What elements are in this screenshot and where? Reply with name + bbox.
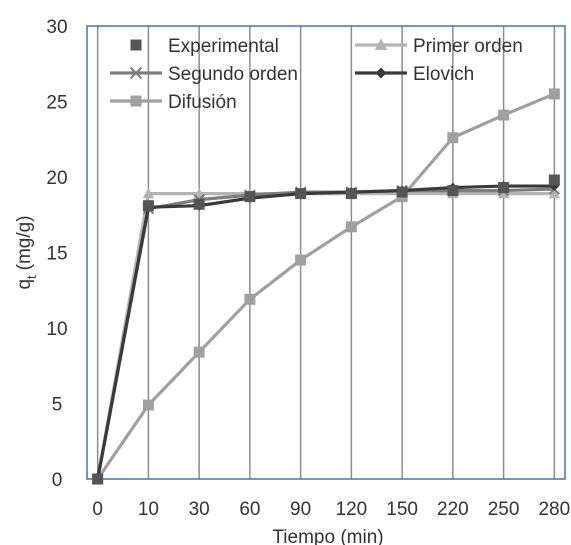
y-tick-label: 25: [46, 93, 67, 114]
x-tick-label: 120: [336, 499, 368, 520]
x-tick-label: 30: [189, 499, 210, 520]
x-axis-title: Tiempo (min): [272, 527, 383, 545]
series-line-elovich: [96, 184, 555, 480]
y-tick-label: 0: [52, 470, 63, 491]
legend-entry-primer-orden: Primer orden: [355, 36, 523, 57]
point-difusi-n-60: [244, 293, 256, 305]
x-tick-label: 10: [138, 499, 159, 520]
point-experimental-30: [193, 198, 205, 210]
legend-entry-segundo-orden: Segundo orden: [110, 64, 298, 85]
y-tick-label: 20: [46, 168, 67, 189]
point-difusi-n-250: [498, 109, 510, 121]
x-tick-label: 250: [488, 499, 520, 520]
point-experimental-250: [498, 182, 510, 194]
y-tick-labels: 0 5 10 15 20 25 30: [46, 17, 67, 491]
gridlines: [96, 26, 556, 479]
x-tick-label: 60: [239, 499, 260, 520]
y-axis-title-unit: (mg/g): [14, 215, 35, 270]
series-layer: [91, 88, 561, 485]
point-difusi-n-120: [345, 221, 357, 233]
legend-swatch-marker: [130, 95, 142, 107]
point-difusi-n-10: [142, 399, 154, 411]
point-experimental-150: [396, 186, 408, 198]
point-experimental-10: [142, 200, 154, 212]
point-primer-orden-280: [548, 187, 561, 199]
y-axis-title-main: q: [14, 279, 35, 290]
y-tick-label: 10: [46, 319, 67, 340]
legend-label: Difusión: [168, 92, 237, 113]
point-experimental-0: [92, 473, 104, 485]
legend-swatch-marker: [129, 66, 143, 80]
point-experimental-60: [244, 191, 256, 203]
legend-entry-experimental: Experimental: [130, 36, 279, 57]
legend-label: Segundo orden: [168, 64, 298, 85]
y-tick-label: 30: [46, 17, 67, 38]
legend-swatch-marker: [375, 67, 387, 79]
x-tick-labels: 0 10 30 60 90 120 150 220 250 280: [92, 499, 570, 520]
legend-label: Experimental: [168, 36, 279, 57]
legend-entry-elovich: Elovich: [355, 64, 474, 85]
point-difusi-n-280: [548, 88, 560, 100]
legend-label: Elovich: [413, 64, 474, 85]
y-tick-label: 5: [52, 395, 63, 416]
plot-area-border: [86, 25, 566, 480]
series-line-difusi-n: [96, 92, 555, 480]
series-experimental: [92, 174, 560, 485]
point-experimental-120: [345, 188, 357, 200]
y-axis-title: qt (mg/g): [14, 215, 39, 289]
x-tick-label: 280: [538, 499, 570, 520]
legend-swatch-marker: [374, 38, 388, 51]
point-difusi-n-220: [447, 132, 459, 144]
legend-label: Primer orden: [413, 36, 523, 57]
x-tick-label: 90: [290, 499, 311, 520]
legend-swatch-marker: [130, 39, 142, 51]
point-difusi-n-30: [193, 346, 205, 358]
y-axis-title-subscript: t: [24, 275, 39, 279]
legend: Experimental Primer orden Segundo orden Elo…: [110, 36, 523, 113]
y-tick-label: 15: [46, 244, 67, 265]
x-tick-label: 220: [437, 499, 469, 520]
point-primer-orden-10: [142, 187, 155, 199]
point-experimental-280: [548, 174, 560, 186]
point-experimental-220: [447, 185, 459, 197]
x-tick-label: 0: [92, 499, 103, 520]
point-experimental-90: [295, 188, 307, 200]
legend-entry-difusi-n: Difusión: [110, 92, 237, 113]
point-difusi-n-90: [295, 254, 307, 266]
x-tick-label: 150: [386, 499, 418, 520]
